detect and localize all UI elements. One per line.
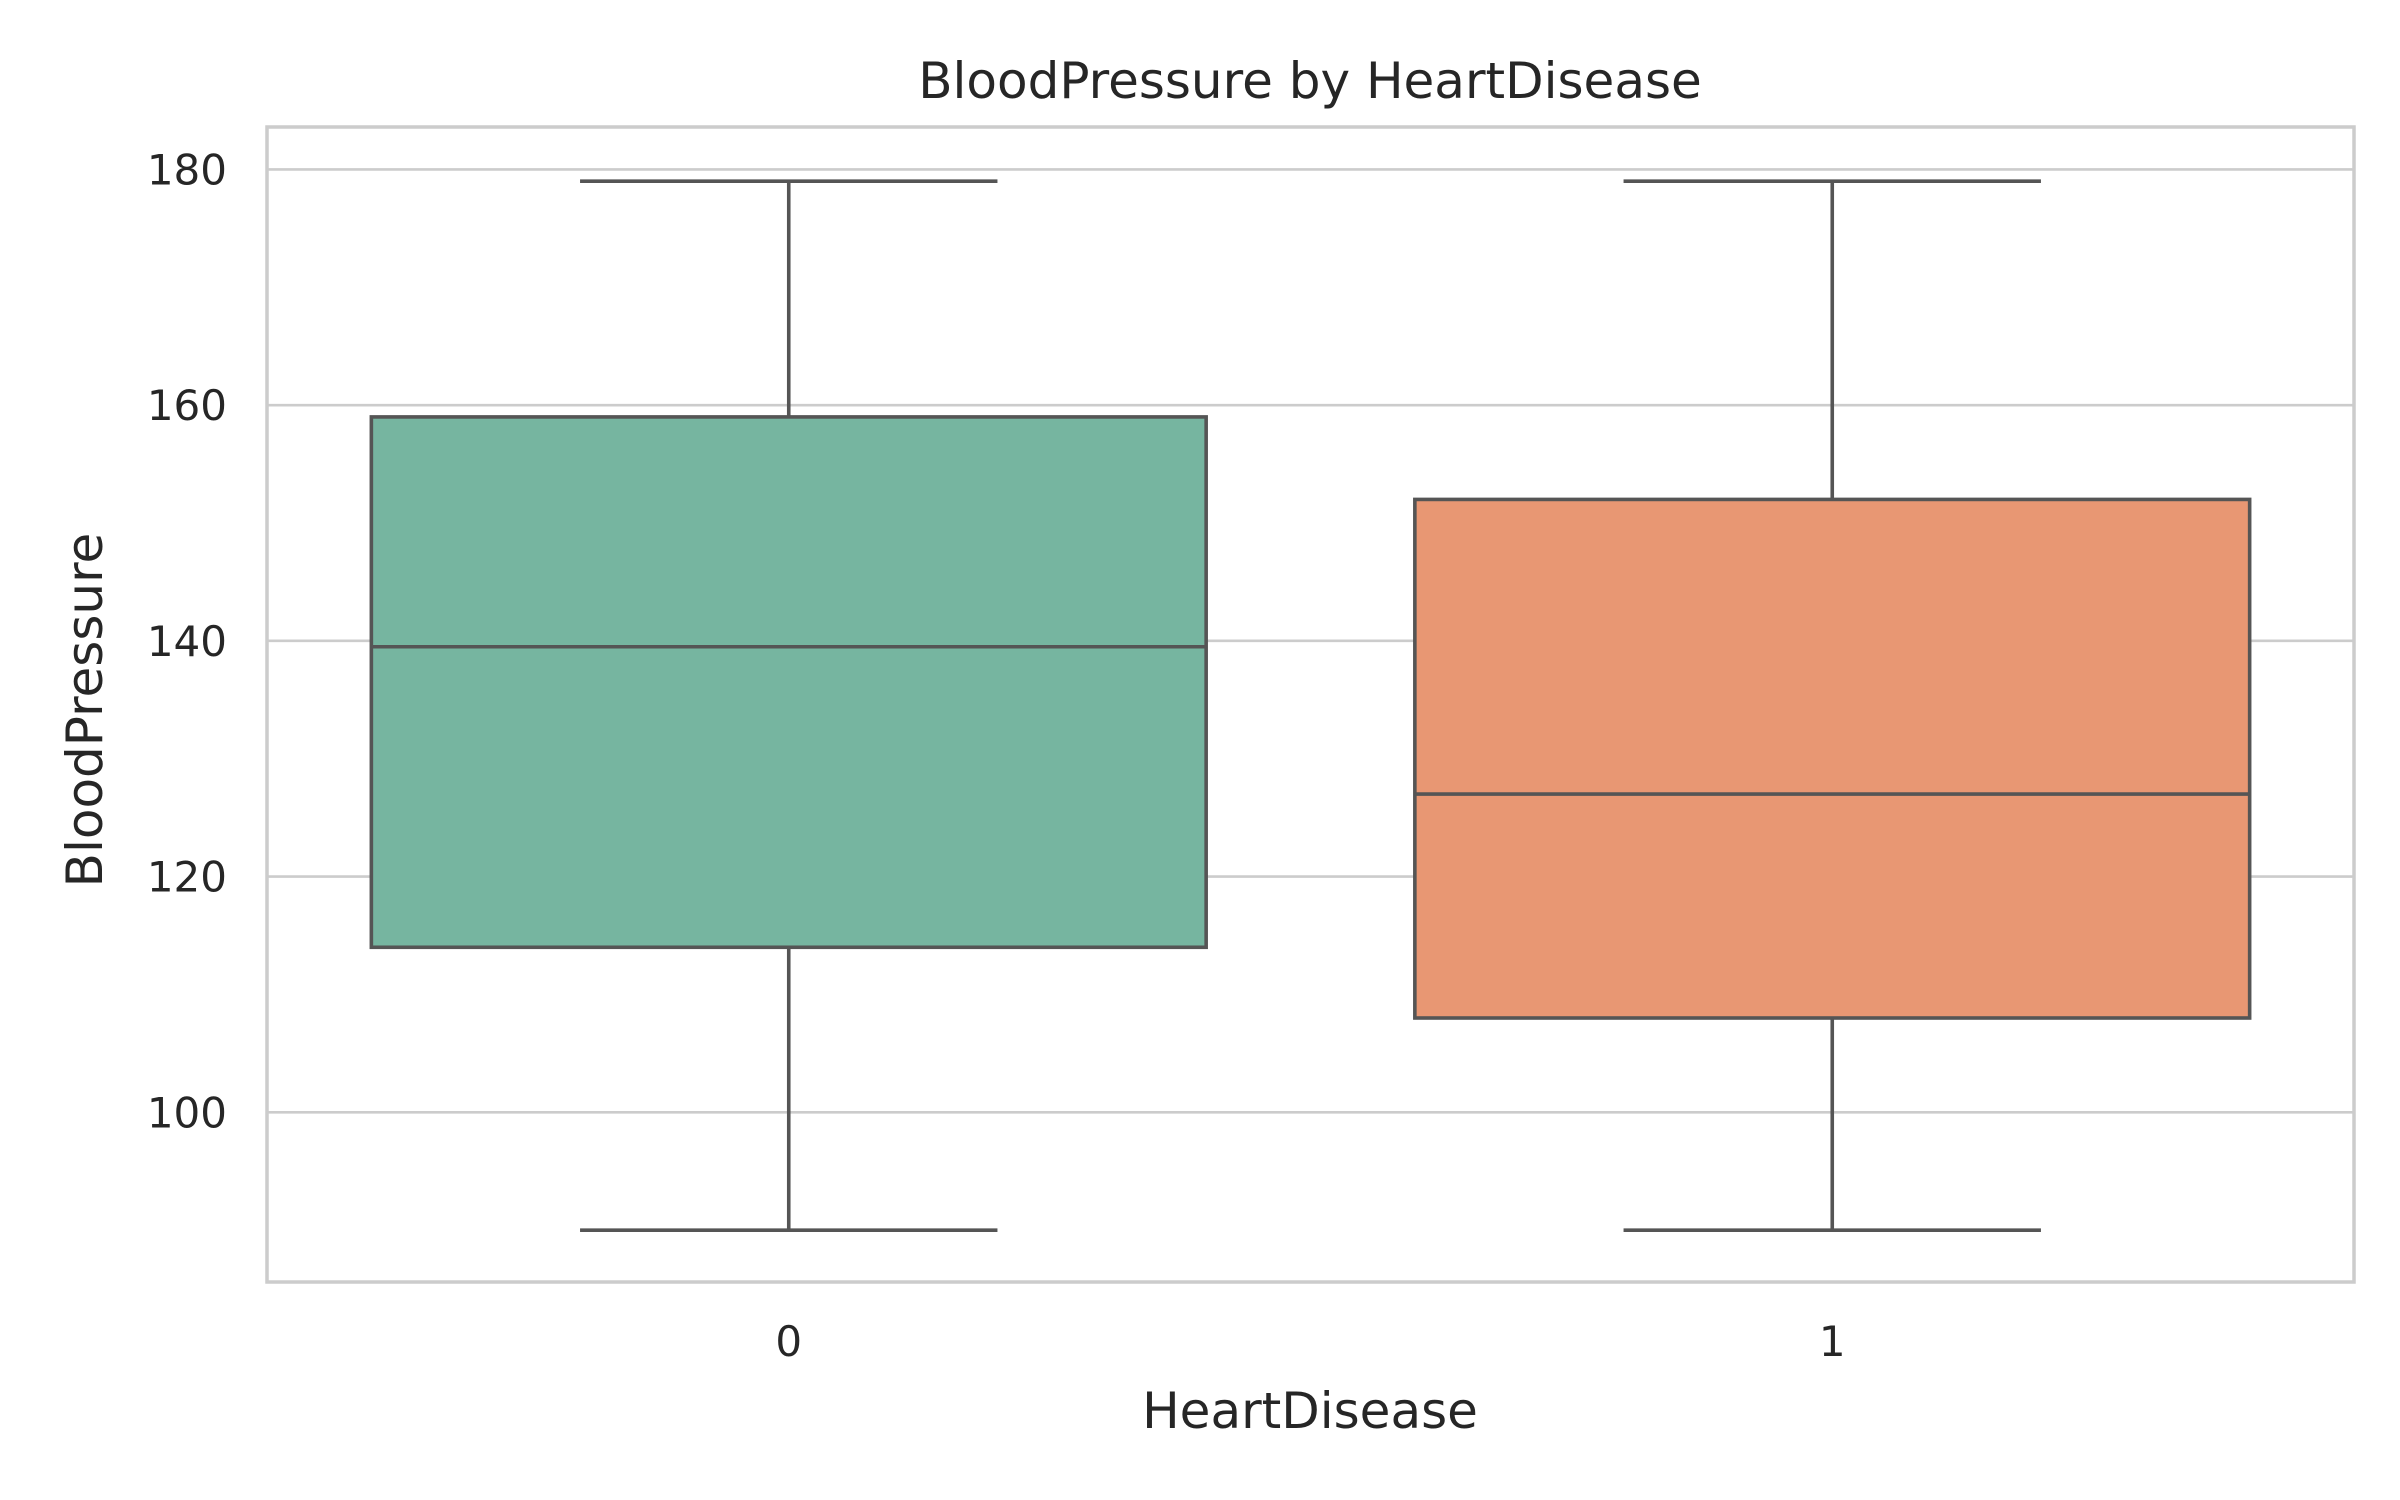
- chart-title: BloodPressure by HeartDisease: [918, 52, 1702, 110]
- iqr-box: [369, 415, 1208, 950]
- boxes: [369, 179, 2252, 1232]
- y-tick-label: 180: [147, 145, 227, 194]
- y-tick-label: 100: [147, 1088, 227, 1137]
- y-tick-label: 160: [147, 381, 227, 430]
- plot-frame: [265, 125, 2356, 1284]
- y-tick-labels: 100 120 140 160 180: [147, 145, 227, 1137]
- iqr-box: [1413, 497, 2252, 1020]
- x-tick-label: 1: [1819, 1317, 1846, 1366]
- y-tick-label: 120: [147, 853, 227, 902]
- box-group-0: [369, 179, 1208, 1232]
- x-axis-label: HeartDisease: [1142, 1382, 1478, 1440]
- y-axis-label: BloodPressure: [56, 533, 114, 888]
- x-tick-label: 0: [775, 1317, 802, 1366]
- y-tick-label: 140: [147, 617, 227, 666]
- box-group-1: [1413, 179, 2252, 1232]
